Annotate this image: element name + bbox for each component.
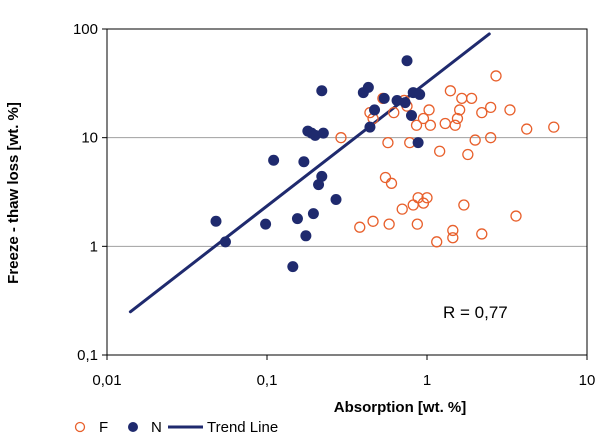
point-f [411, 218, 423, 230]
y-tick-label: 1 [90, 238, 98, 255]
legend-label-n: N [151, 419, 162, 435]
tick-labels: 0,1 1 10 100 0,01 0,1 1 10 [73, 21, 595, 389]
point-f [367, 215, 379, 227]
point-n [291, 213, 303, 225]
point-f [458, 199, 470, 211]
point-n [401, 55, 413, 67]
point-f [423, 104, 435, 116]
point-n [300, 230, 312, 242]
point-n [210, 215, 222, 227]
point-n [412, 137, 424, 149]
point-f [382, 136, 394, 149]
point-n [405, 109, 417, 121]
point-f [451, 112, 464, 125]
point-n [378, 92, 390, 104]
point-f [335, 132, 347, 144]
trend-line [128, 32, 491, 314]
point-f [434, 145, 446, 157]
point-f [462, 148, 474, 161]
point-f [485, 101, 497, 114]
point-n [316, 170, 328, 182]
point-n [287, 261, 299, 273]
point-n [316, 85, 328, 97]
point-f [410, 119, 423, 131]
point-f [465, 92, 478, 105]
point-f [396, 203, 408, 215]
point-n [268, 154, 280, 166]
point-f [510, 210, 522, 222]
legend-marker-f [74, 421, 86, 433]
point-n [219, 236, 231, 248]
point-f [548, 121, 560, 133]
x-axis-label: Absorption [wt. %] [334, 399, 466, 416]
point-f [447, 224, 459, 237]
point-n [330, 193, 342, 205]
point-f [504, 104, 516, 116]
gridlines [107, 137, 587, 247]
point-n [364, 121, 376, 133]
point-f [469, 134, 481, 146]
correlation-annotation: R = 0,77 [443, 303, 508, 322]
point-f [521, 123, 533, 135]
point-f [476, 228, 488, 240]
point-n [298, 156, 310, 168]
x-tick-label: 1 [423, 372, 431, 389]
data-points [210, 55, 560, 273]
y-tick-label: 100 [73, 21, 98, 38]
point-n [307, 208, 319, 220]
point-n [260, 218, 272, 230]
point-f [447, 232, 459, 244]
x-tick-label: 0,01 [92, 372, 121, 389]
point-f [417, 112, 430, 125]
trend-line-layer [128, 32, 491, 314]
point-f [490, 70, 502, 82]
point-n [399, 97, 411, 109]
point-f [476, 106, 488, 119]
point-f [485, 132, 497, 144]
point-f [385, 177, 398, 189]
legend-label-trend: Trend Line [207, 419, 278, 435]
point-f [444, 85, 457, 97]
point-f [431, 236, 443, 248]
point-f [379, 171, 392, 184]
y-tick-label: 0,1 [77, 347, 98, 364]
point-f [388, 106, 400, 119]
axis-ticks [102, 28, 588, 360]
point-f [354, 221, 366, 233]
x-tick-label: 0,1 [257, 372, 278, 389]
y-tick-label: 10 [81, 130, 98, 147]
point-f [421, 192, 433, 204]
point-f [449, 119, 461, 131]
legend-label-f: F [99, 419, 108, 435]
point-f [424, 119, 437, 131]
point-n [414, 88, 426, 100]
legend-marker-n [128, 422, 138, 432]
x-tick-label: 10 [579, 372, 596, 389]
point-f [454, 104, 466, 116]
point-n [369, 104, 381, 116]
plot-area [106, 28, 588, 356]
y-axis-label: Freeze - thaw loss [wt. %] [5, 102, 22, 284]
point-n [362, 81, 374, 93]
point-n [317, 127, 329, 139]
legend: F N Trend Line [74, 419, 278, 435]
point-f [383, 218, 395, 230]
